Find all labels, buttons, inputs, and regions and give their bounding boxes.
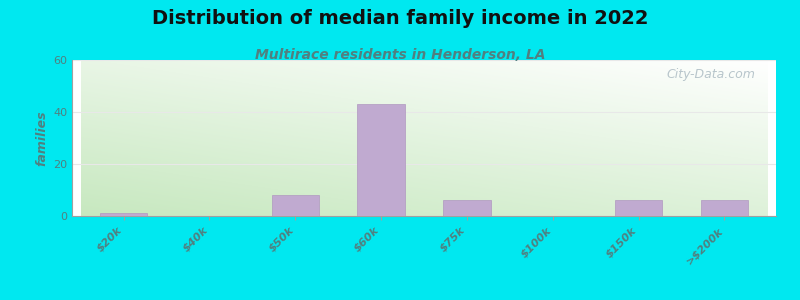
Text: Distribution of median family income in 2022: Distribution of median family income in … [152,9,648,28]
Bar [443,200,490,216]
Bar [272,195,319,216]
Bar [100,213,147,216]
Bar [615,200,662,216]
Bar [358,104,405,216]
Text: City-Data.com: City-Data.com [666,68,755,81]
Bar [701,200,748,216]
Text: Multirace residents in Henderson, LA: Multirace residents in Henderson, LA [254,48,546,62]
Y-axis label: families: families [36,110,49,166]
